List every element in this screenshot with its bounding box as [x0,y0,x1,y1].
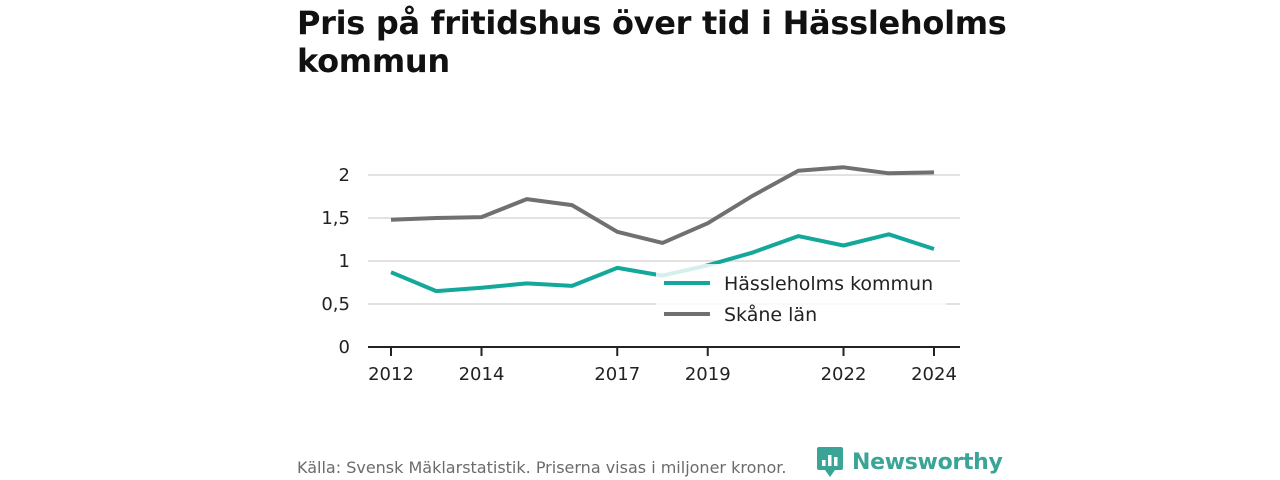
y-tick-label: 0,5 [321,294,350,315]
x-tick-label: 2014 [459,364,505,385]
legend-label: Hässleholms kommun [724,273,933,295]
series-line-1 [390,165,935,245]
x-tick-label: 2012 [368,364,414,385]
newsworthy-logo-icon [817,447,843,477]
legend-background [656,264,946,332]
chart-title: Pris på fritidshus över tid i Hässleholm… [297,4,1007,80]
x-tick-label: 2022 [821,364,867,385]
x-tick-label: 2019 [685,364,731,385]
brand-name: Newsworthy [852,449,1003,475]
x-axis-ticks: 2012 2014 2017 2019 2022 2024 [368,347,957,385]
legend: Hässleholms kommun Skåne län [656,264,946,332]
y-tick-label: 1 [339,251,350,272]
y-axis-ticks: 0 0,5 1 1,5 2 [321,165,350,358]
legend-label: Skåne län [724,303,817,326]
x-tick-label: 2017 [594,364,640,385]
x-tick-label: 2024 [911,364,957,385]
y-tick-label: 2 [339,165,350,186]
y-tick-label: 0 [339,337,350,358]
brand[interactable]: Newsworthy [816,446,1003,478]
source-note: Källa: Svensk Mäklarstatistik. Priserna … [297,458,787,477]
y-tick-label: 1,5 [321,208,350,229]
